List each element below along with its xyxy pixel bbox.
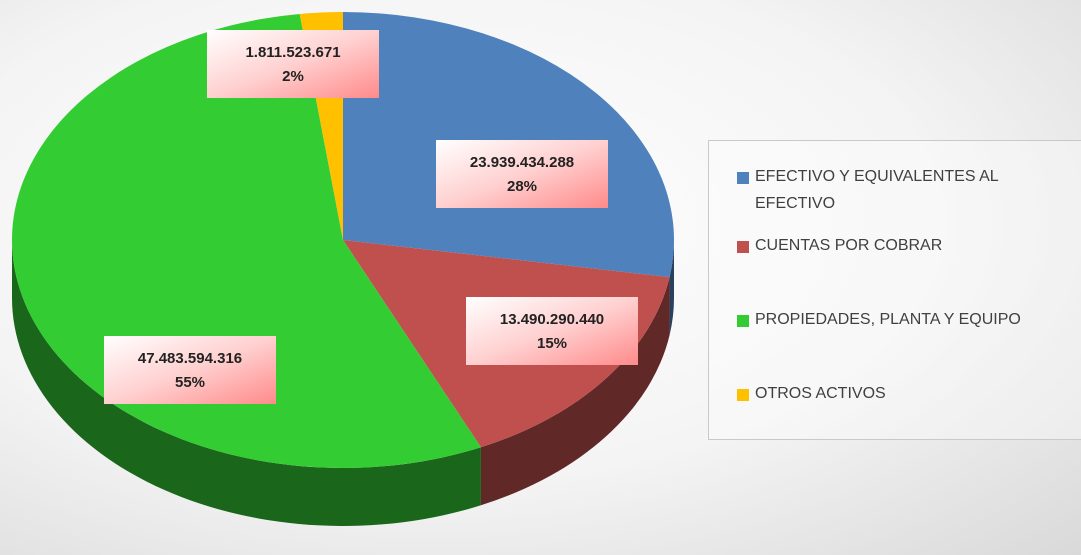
legend-label: CUENTAS POR COBRAR bbox=[755, 237, 943, 254]
data-label-box bbox=[207, 30, 379, 98]
legend-label: OTROS ACTIVOS bbox=[755, 385, 886, 402]
data-label-value: 13.490.290.440 bbox=[500, 311, 604, 328]
legend-item: OTROS ACTIVOS bbox=[737, 385, 886, 407]
data-label-value: 1.811.523.671 bbox=[245, 44, 340, 61]
data-label-box bbox=[466, 297, 638, 365]
slice-side bbox=[669, 240, 674, 336]
data-label-box bbox=[436, 140, 608, 208]
data-label-percent: 28% bbox=[507, 178, 537, 195]
legend-swatch bbox=[737, 315, 749, 327]
legend-swatch bbox=[737, 389, 749, 401]
data-label-value: 23.939.434.288 bbox=[470, 154, 574, 171]
legend-item: CUENTAS POR COBRAR bbox=[737, 237, 942, 259]
legend-item: EFECTIVO Y EQUIVALENTES AL EFECTIVO bbox=[737, 168, 1055, 217]
data-label-percent: 55% bbox=[175, 374, 205, 391]
slice-side bbox=[480, 277, 670, 506]
data-label-percent: 2% bbox=[282, 68, 304, 85]
legend-swatch bbox=[737, 172, 749, 184]
legend-label: EFECTIVO Y EQUIVALENTES AL EFECTIVO bbox=[755, 168, 999, 212]
data-label-value: 47.483.594.316 bbox=[138, 350, 242, 367]
legend-label: PROPIEDADES, PLANTA Y EQUIPO bbox=[755, 311, 1021, 328]
legend-swatch bbox=[737, 241, 749, 253]
legend: EFECTIVO Y EQUIVALENTES AL EFECTIVO CUENT… bbox=[708, 140, 1081, 440]
data-label-percent: 15% bbox=[537, 335, 567, 352]
legend-item: PROPIEDADES, PLANTA Y EQUIPO bbox=[737, 311, 1021, 333]
data-label-box bbox=[104, 336, 276, 404]
slice-side bbox=[12, 240, 481, 526]
